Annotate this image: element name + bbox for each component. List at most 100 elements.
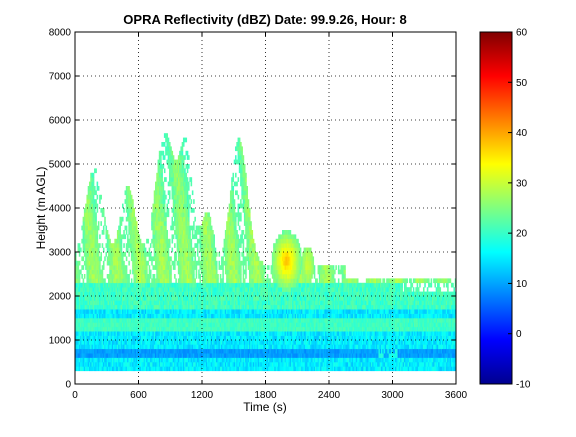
heatmap-cell	[91, 256, 94, 262]
heatmap-cell	[246, 212, 249, 218]
heatmap-cell	[203, 221, 205, 226]
heatmap-cell	[228, 203, 231, 209]
heatmap-cell	[157, 177, 160, 182]
heatmap-cell	[240, 243, 242, 248]
heatmap-cell	[144, 287, 147, 292]
heatmap-cell	[85, 357, 87, 363]
heatmap-cell	[224, 252, 227, 257]
heatmap-cell	[115, 326, 118, 332]
heatmap-cell	[182, 300, 185, 306]
heatmap-cell	[242, 322, 245, 328]
heatmap-cell	[127, 326, 129, 332]
heatmap-cell	[209, 291, 212, 297]
heatmap-cell	[155, 278, 157, 284]
heatmap-cell	[138, 331, 141, 336]
heatmap-cell	[95, 234, 97, 240]
heatmap-cell	[181, 309, 184, 314]
heatmap-cell	[160, 168, 162, 174]
heatmap-cell	[104, 322, 106, 328]
heatmap-cell	[165, 326, 167, 332]
heatmap-cell	[115, 300, 118, 306]
heatmap-cell	[232, 199, 235, 204]
heatmap-cell	[247, 230, 250, 235]
heatmap-cell	[179, 348, 181, 354]
heatmap-cell	[111, 252, 114, 257]
heatmap-cell	[238, 344, 241, 350]
heatmap-cell	[120, 344, 123, 350]
heatmap-cell	[81, 318, 83, 323]
heatmap-cell	[83, 362, 86, 367]
heatmap-cell	[226, 260, 228, 266]
heatmap-cell	[223, 282, 226, 288]
heatmap-cell	[172, 348, 175, 354]
heatmap-cell	[181, 150, 184, 156]
heatmap-cell	[113, 269, 115, 275]
heatmap-cell	[109, 278, 111, 284]
heatmap-cell	[127, 278, 129, 284]
heatmap-cell	[177, 225, 180, 231]
heatmap-cell	[162, 269, 165, 275]
heatmap-cell	[129, 340, 132, 345]
heatmap-cell	[113, 304, 115, 310]
heatmap-cell	[155, 331, 157, 336]
heatmap-cell	[184, 186, 186, 191]
heatmap-cell	[155, 304, 157, 310]
heatmap-cell	[77, 362, 80, 367]
heatmap-cell	[238, 362, 241, 367]
heatmap-cell	[123, 260, 125, 266]
heatmap-cell	[222, 260, 224, 266]
heatmap-cell	[110, 265, 113, 270]
heatmap-cell	[251, 291, 254, 297]
heatmap-cell	[161, 234, 163, 240]
heatmap-cell	[189, 252, 191, 257]
heatmap-cell	[157, 331, 160, 336]
heatmap-cell	[96, 322, 99, 328]
heatmap-cell	[181, 203, 184, 209]
heatmap-cell	[241, 344, 243, 350]
heatmap-cell	[129, 362, 132, 367]
heatmap-cell	[123, 265, 125, 270]
heatmap-cell	[191, 326, 194, 332]
heatmap-cell	[240, 335, 242, 341]
heatmap-cell	[152, 348, 155, 354]
heatmap-cell	[174, 172, 176, 178]
heatmap-cell	[221, 300, 223, 306]
heatmap-cell	[224, 230, 227, 235]
heatmap-cell	[128, 260, 130, 266]
heatmap-cell	[242, 230, 245, 235]
heatmap-cell	[241, 230, 243, 235]
heatmap-cell	[235, 335, 237, 341]
heatmap-cell	[108, 247, 110, 253]
heatmap-cell	[251, 322, 254, 328]
heatmap-cell	[217, 322, 219, 328]
heatmap-cell	[109, 340, 111, 345]
heatmap-cell	[171, 340, 174, 345]
heatmap-cell	[241, 172, 243, 178]
heatmap-cell	[155, 216, 157, 222]
heatmap-cell	[92, 274, 95, 279]
heatmap-cell	[212, 282, 214, 288]
heatmap-cell	[238, 164, 241, 169]
heatmap-cell	[75, 265, 77, 270]
heatmap-cell	[85, 234, 87, 240]
heatmap-cell	[202, 296, 204, 301]
heatmap-cell	[219, 309, 222, 314]
heatmap-cell	[186, 181, 189, 187]
heatmap-cell	[228, 265, 231, 270]
heatmap-cell	[179, 159, 181, 165]
heatmap-cell	[242, 208, 245, 213]
heatmap-cell	[108, 335, 110, 341]
heatmap-cell	[222, 274, 224, 279]
heatmap-cell	[119, 335, 122, 341]
heatmap-cell	[174, 322, 176, 328]
heatmap-cell	[170, 282, 172, 288]
heatmap-cell	[171, 260, 174, 266]
heatmap-cell	[235, 274, 237, 279]
heatmap-cell	[165, 146, 167, 152]
heatmap-cell	[141, 260, 143, 266]
heatmap-cell	[240, 265, 242, 270]
heatmap-cell	[208, 234, 210, 240]
heatmap-cell	[125, 340, 128, 345]
heatmap-cell	[235, 353, 237, 358]
heatmap-cell	[205, 260, 208, 266]
